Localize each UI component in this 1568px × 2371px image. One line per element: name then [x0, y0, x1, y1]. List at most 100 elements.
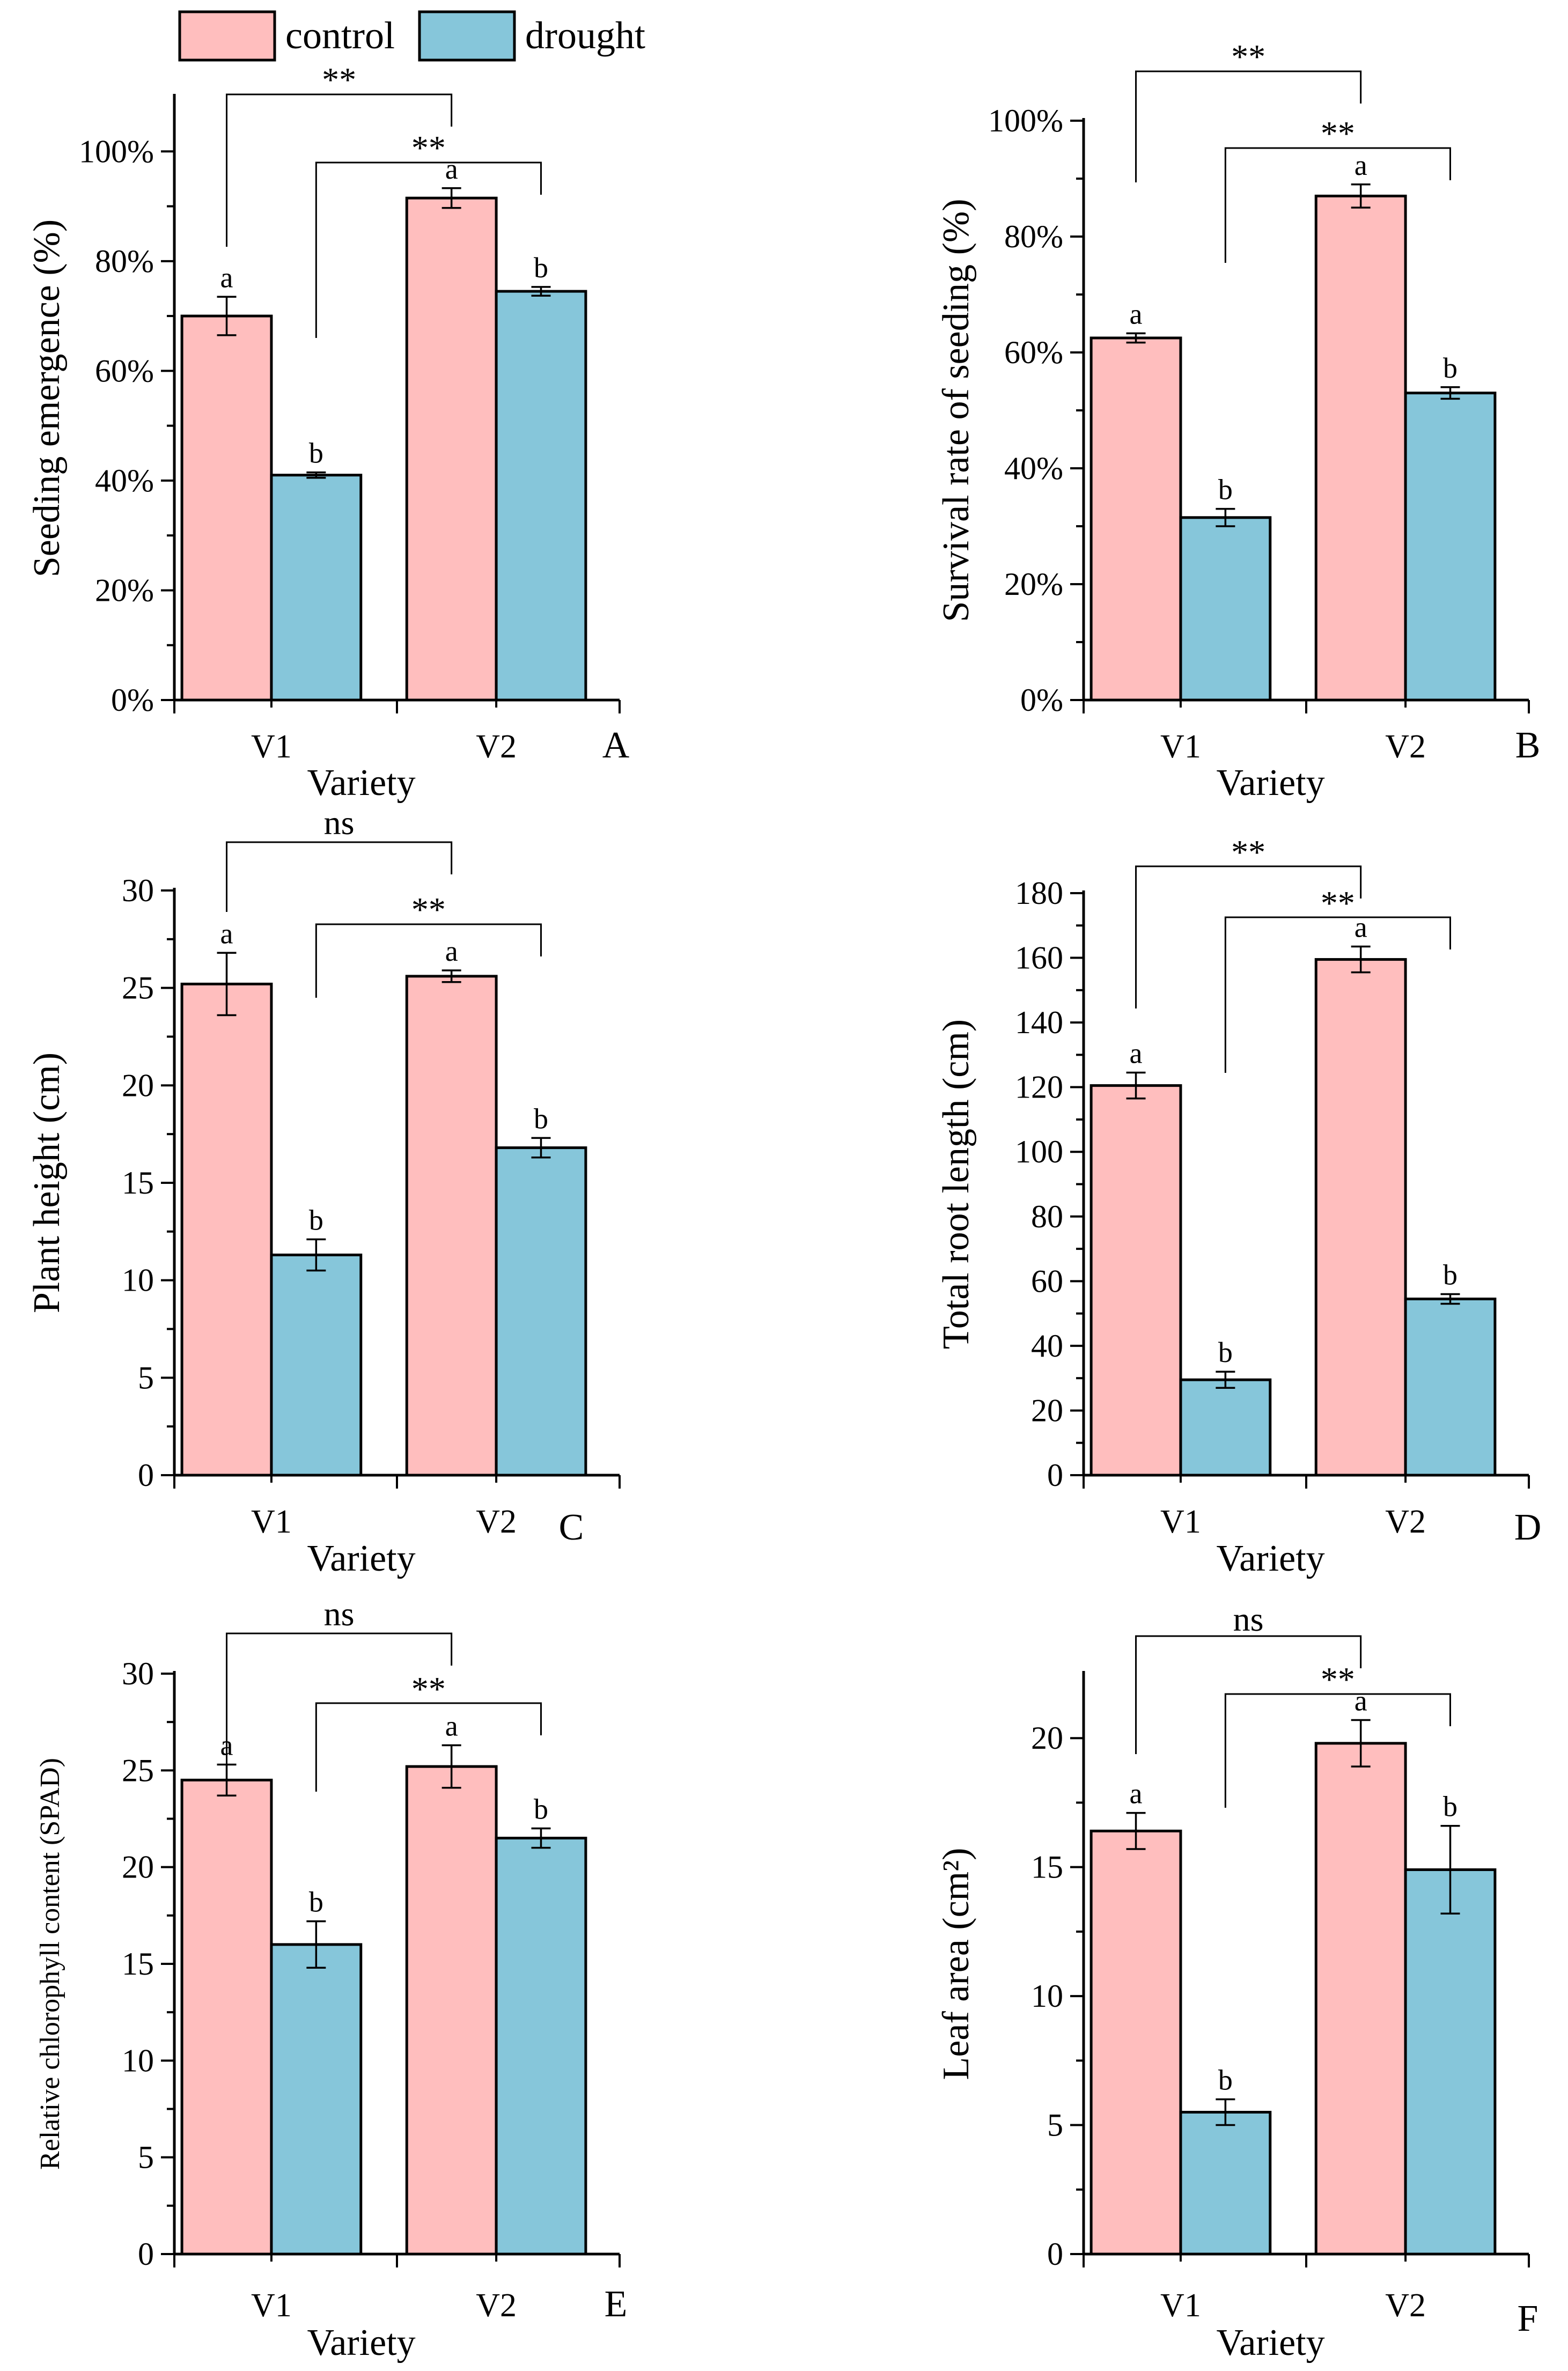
- panel-d: 0 20 40 60 80 100 120 140 160 180 V1 V2 a a b b ** ** Tota…: [936, 833, 1541, 1579]
- y-tick-label: 25: [122, 1753, 154, 1788]
- significance-letter: b: [309, 1886, 323, 1918]
- significance-letter: b: [1218, 2064, 1233, 2096]
- bar-drought-v1: [270, 1253, 363, 1477]
- y-tick-label: 60: [1031, 1263, 1063, 1299]
- y-tick-label: 40%: [95, 463, 154, 498]
- bar-control-v2: [405, 196, 498, 702]
- significance-letter: a: [1354, 1685, 1367, 1717]
- y-tick-label: 180: [1015, 875, 1063, 911]
- comparison-label: **: [1321, 884, 1355, 922]
- significance-letter: b: [1443, 352, 1457, 384]
- bar-control-v2: [1314, 194, 1407, 702]
- comparison-label: **: [1231, 833, 1265, 871]
- panel-f: 0 5 10 15 20 V1 V2 a a b b ns ** Leaf area (cm²) Varie…: [936, 1600, 1538, 2363]
- x-tick-label: V2: [1385, 1504, 1426, 1540]
- y-tick-label: 20%: [95, 572, 154, 608]
- bar-drought-v1: [1179, 2111, 1272, 2256]
- x-axis-label: Variety: [1217, 2322, 1325, 2363]
- significance-letter: b: [309, 437, 323, 469]
- panel-a: 0% 20% 40% 60% 80% 100% V1 V2 a a b b ** ** Seeding em…: [26, 61, 630, 804]
- significance-letter: a: [220, 917, 233, 949]
- x-axis-label: Variety: [307, 2322, 416, 2363]
- bar-drought-v2: [1404, 392, 1497, 702]
- y-tick-label: 10: [122, 2043, 154, 2078]
- y-axis-label: Seeding emergence (%): [26, 219, 68, 577]
- y-tick-label: 80%: [1004, 219, 1063, 254]
- y-tick-label: 25: [122, 970, 154, 1006]
- y-tick-label: 0: [138, 1457, 154, 1493]
- bar-drought-v1: [1179, 516, 1272, 702]
- y-tick-label: 15: [1031, 1850, 1063, 1885]
- panel-b: 0% 20% 40% 60% 80% 100% V1 V2 a a b b ** ** Survival r…: [936, 38, 1540, 804]
- bar-drought-v1: [1179, 1378, 1272, 1477]
- y-tick-label: 15: [122, 1946, 154, 1982]
- bar-drought-v1: [270, 1943, 363, 2256]
- comparison-bracket: [226, 841, 453, 912]
- x-axis-label: Variety: [1217, 1538, 1325, 1579]
- significance-letter: b: [534, 1102, 548, 1135]
- x-tick-label: V1: [251, 2287, 292, 2324]
- comparison-label: ns: [1233, 1600, 1264, 1638]
- significance-letter: a: [1354, 911, 1367, 943]
- panel-label: E: [605, 2284, 628, 2325]
- significance-letter: a: [220, 261, 233, 293]
- comparison-bracket: [1135, 1635, 1362, 1754]
- significance-letter: b: [1218, 1336, 1233, 1368]
- y-axis-label: Survival rate of seeding (%): [936, 198, 977, 622]
- significance-letter: a: [1130, 298, 1143, 330]
- x-tick-label: V1: [1160, 1504, 1201, 1540]
- y-tick-label: 100: [1015, 1134, 1063, 1169]
- y-tick-label: 40%: [1004, 451, 1063, 486]
- x-tick-label: V2: [476, 1504, 517, 1540]
- comparison-label: **: [1231, 38, 1265, 76]
- comparison-bracket: [1135, 865, 1362, 1008]
- comparison-bracket: [1224, 1693, 1452, 1808]
- y-tick-label: 30: [122, 873, 154, 908]
- y-tick-label: 0: [138, 2236, 154, 2272]
- x-tick-label: V1: [251, 728, 292, 765]
- comparison-bracket: [226, 1632, 453, 1765]
- bar-control-v1: [180, 314, 273, 702]
- bar-control-v2: [405, 1765, 498, 2256]
- comparison-label: **: [411, 129, 446, 167]
- bar-drought-v2: [495, 1837, 587, 2256]
- y-tick-label: 80%: [95, 244, 154, 279]
- x-axis-label: Variety: [1217, 762, 1325, 804]
- y-tick-label: 10: [1031, 1978, 1063, 2014]
- significance-letter: a: [1130, 1037, 1143, 1070]
- significance-letter: b: [1443, 1258, 1457, 1291]
- legend-control-swatch: [178, 10, 276, 62]
- comparison-label: **: [322, 61, 356, 99]
- y-tick-label: 100%: [79, 134, 154, 169]
- y-tick-label: 80: [1031, 1199, 1063, 1234]
- panel-label: B: [1515, 725, 1541, 766]
- y-tick-label: 0: [1047, 2236, 1063, 2272]
- x-tick-label: V1: [1160, 728, 1201, 765]
- significance-letter: b: [1218, 474, 1233, 506]
- bar-control-v1: [1089, 1084, 1182, 1477]
- y-tick-label: 5: [1047, 2108, 1063, 2143]
- x-axis-label: Variety: [307, 762, 416, 804]
- comparison-bracket: [1224, 916, 1452, 1073]
- legend: control drought: [178, 10, 645, 62]
- y-tick-label: 60%: [1004, 335, 1063, 370]
- panel-c: 0 5 10 15 20 25 30 V1 V2 a a b b ns ** Plant height (cm…: [26, 804, 621, 1579]
- significance-letter: b: [1443, 1791, 1457, 1823]
- comparison-label: **: [1321, 114, 1355, 152]
- legend-drought-label: drought: [525, 14, 645, 57]
- x-axis-label: Variety: [307, 1538, 416, 1579]
- y-tick-label: 20: [1031, 1393, 1063, 1428]
- y-axis-label: Total root length (cm): [936, 1019, 977, 1349]
- significance-letter: a: [445, 153, 458, 185]
- y-axis-label: Leaf area (cm²): [936, 1848, 977, 2080]
- bar-control-v1: [1089, 336, 1182, 702]
- comparison-bracket: [1135, 70, 1362, 182]
- significance-letter: a: [445, 935, 458, 967]
- significance-letter: a: [445, 1710, 458, 1742]
- comparison-label: ns: [324, 1595, 355, 1633]
- y-tick-label: 40: [1031, 1328, 1063, 1364]
- y-tick-label: 10: [122, 1263, 154, 1298]
